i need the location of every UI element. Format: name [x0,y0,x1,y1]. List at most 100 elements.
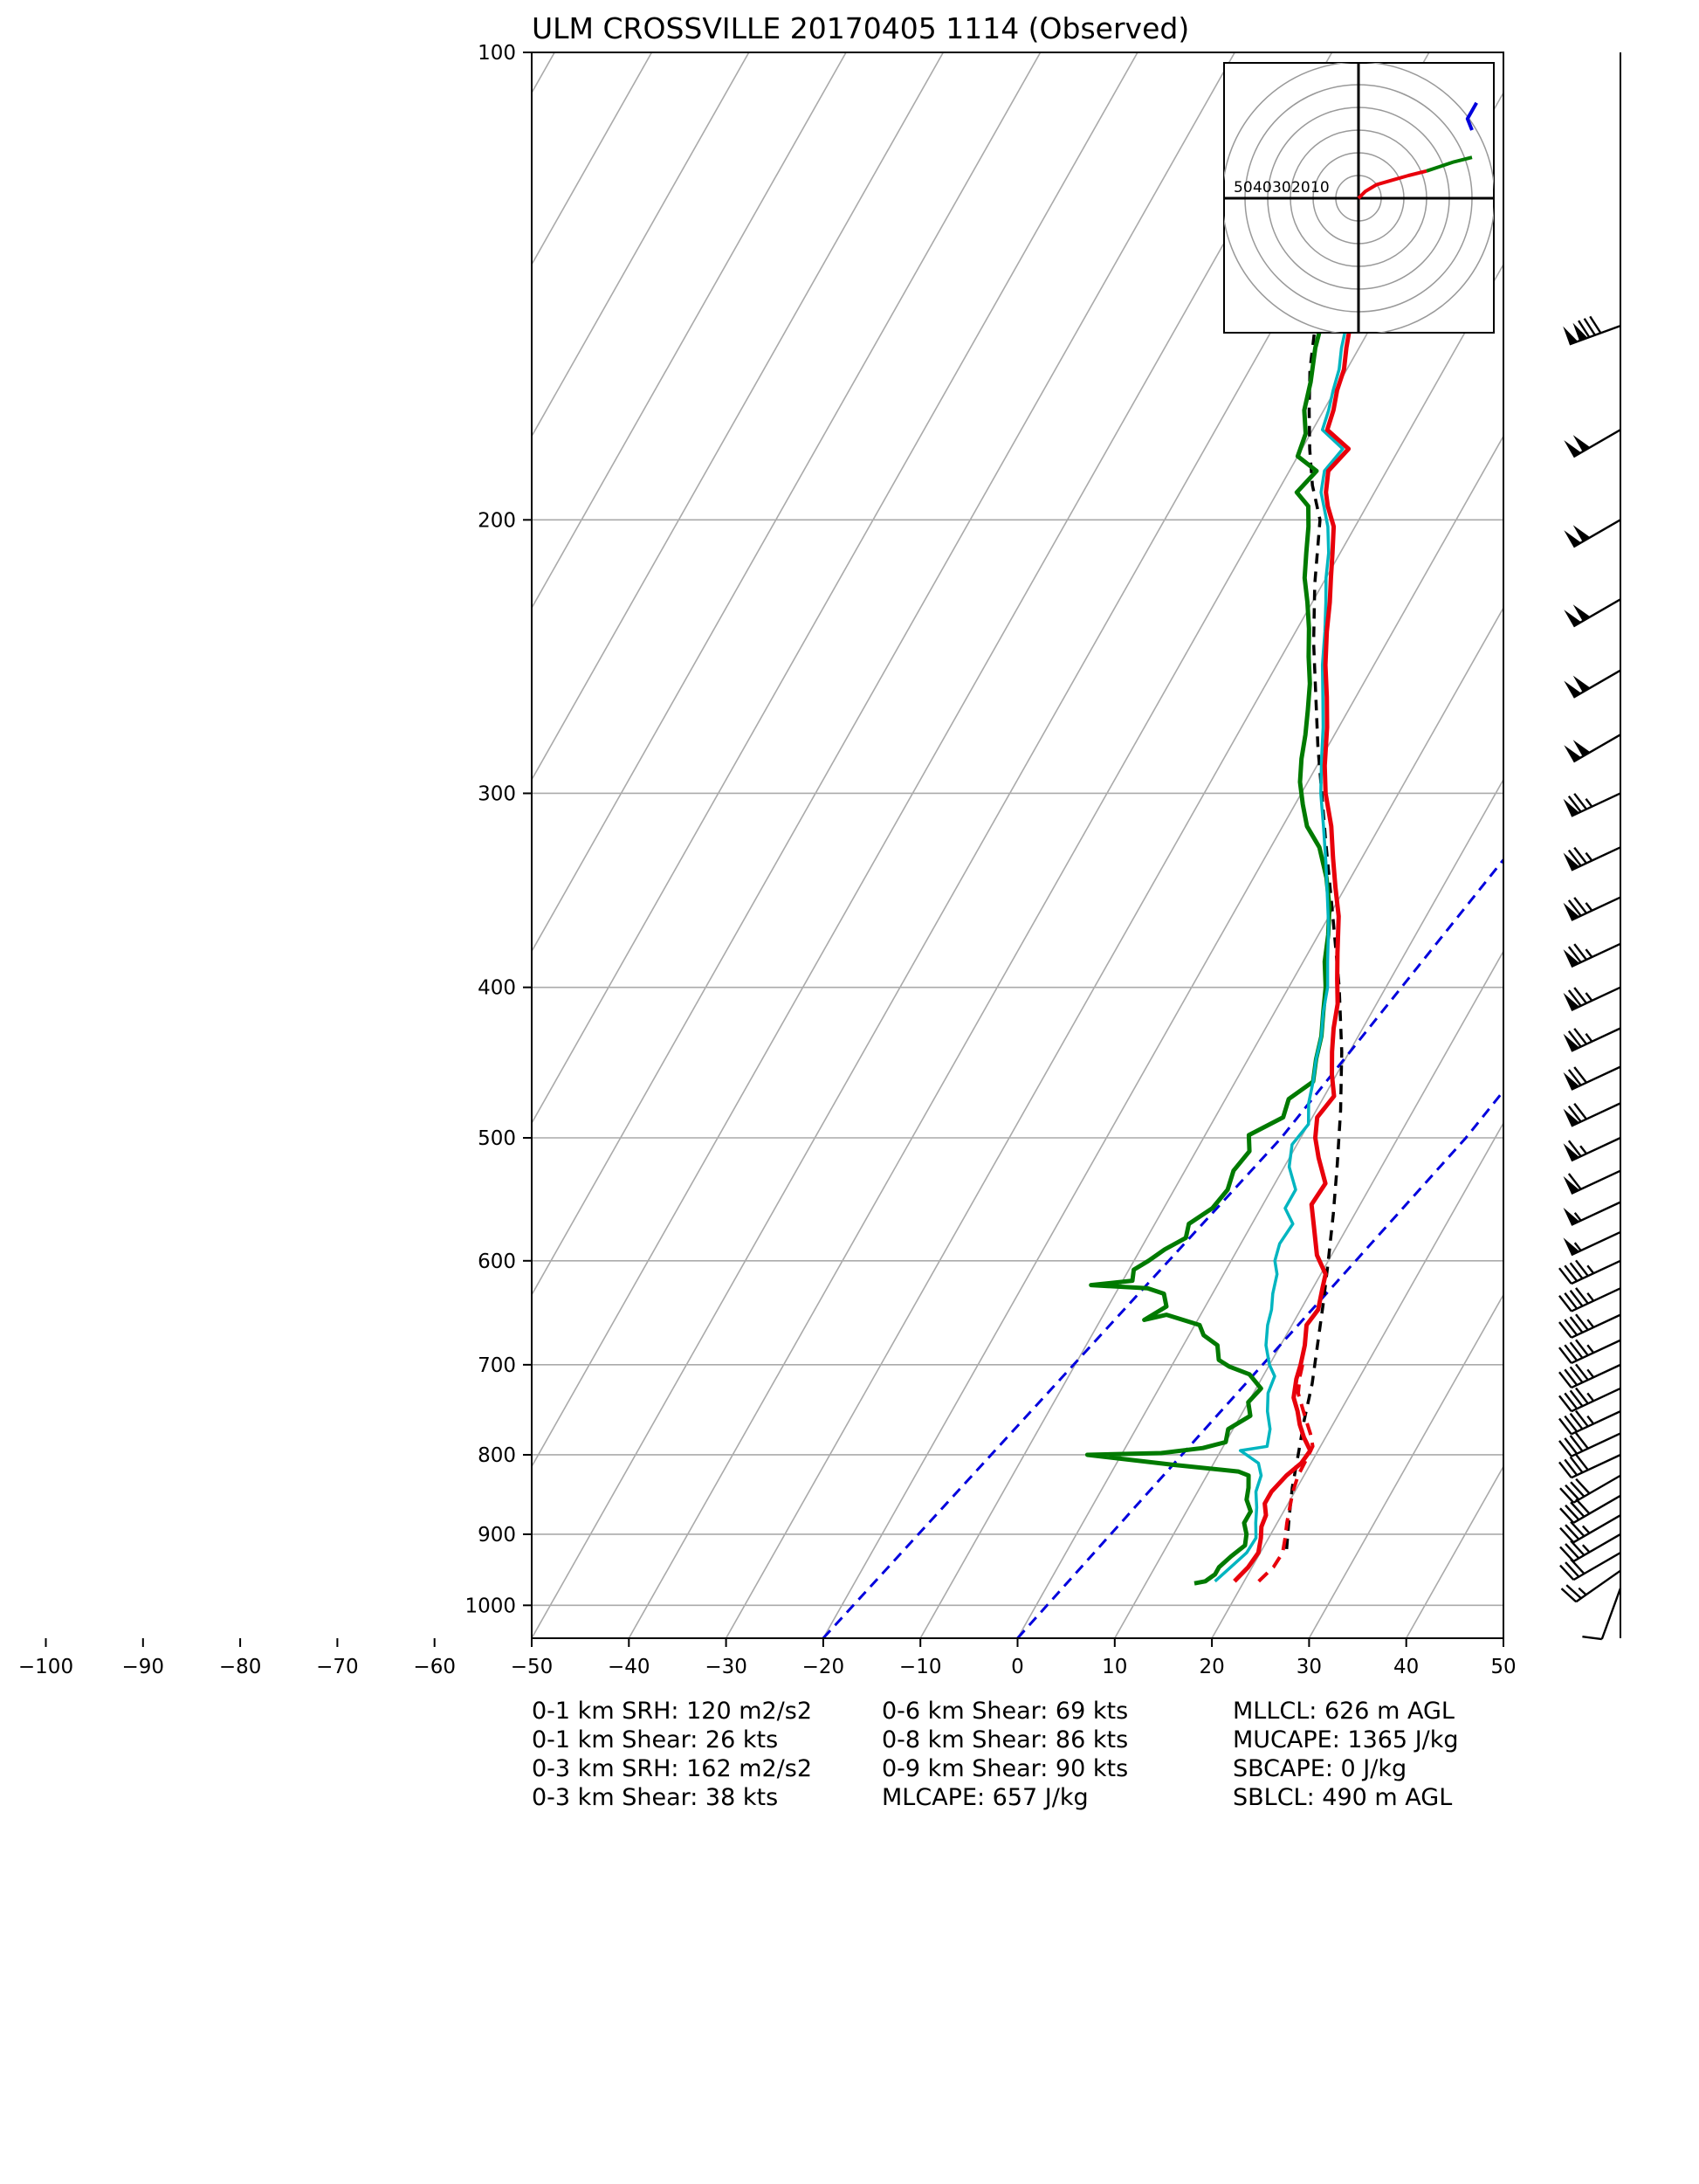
isotherm-line [1211,1121,1503,1638]
x-tick-label: 10 [1102,1656,1127,1678]
hodograph-traces [1357,101,1478,200]
isotherm-line [919,606,1503,1638]
hodograph-ring-label: 40 [1253,179,1272,196]
x-tick-label: −60 [413,1656,456,1678]
barb-shaft [1572,1552,1621,1581]
x-tick-label: −40 [608,1656,650,1678]
barb-shaft [1571,1065,1621,1091]
stat-line: MLCAPE: 657 J/kg [882,1784,1089,1811]
barb-half-feather [1585,948,1593,958]
barb-full-feather [1559,1564,1575,1581]
barb-full-feather [1573,1066,1587,1084]
barb-full-feather [1569,1389,1584,1407]
barb-full-feather [1565,1484,1580,1501]
barb-full-feather [1575,1339,1589,1356]
barb-full-feather [1565,1543,1580,1560]
barb-shaft [1600,1588,1622,1640]
barb-full-feather [1570,1481,1586,1498]
barb-shaft [1575,1569,1621,1603]
wind-barb [1558,1453,1621,1479]
barb-full-feather [1570,1520,1586,1538]
wind-barb-column [1558,52,1622,1641]
barb-flag [1564,610,1581,627]
barb-flag [1563,1237,1579,1256]
wind-barb [1563,792,1621,817]
x-tick-label: −30 [705,1656,747,1678]
sounding-traces [822,212,1503,1638]
barb-flag [1563,798,1579,816]
barb-full-feather [1564,1319,1579,1336]
barb-full-feather [1567,1173,1582,1190]
y-tick-label: 300 [478,782,516,805]
barb-full-feather [1578,320,1591,338]
virtual_temperature-trace [1257,1364,1315,1583]
barb-full-feather [1573,793,1587,810]
barb-shaft [1571,846,1621,872]
y-tick-label: 1000 [464,1595,516,1617]
barb-full-feather [1575,1259,1589,1277]
wind-barb [1563,1230,1621,1257]
barb-full-feather [1569,1290,1584,1307]
barb-full-feather [1567,796,1582,813]
barb-full-feather [1558,1395,1572,1412]
barb-shaft [1571,1387,1621,1413]
isotherm-line [532,52,1333,1468]
barb-shaft [1571,942,1621,968]
barb-shaft [1571,986,1621,1011]
isotherm-line [1114,949,1503,1638]
isotherm-line [532,52,945,782]
barb-shaft [1572,1474,1621,1504]
barb-shaft [1572,598,1621,628]
y-tick-label: 800 [478,1444,516,1467]
barb-flag [1572,740,1591,757]
reference-line [1016,1089,1503,1638]
barb-full-feather [1558,1461,1572,1478]
barb-full-feather [1565,1584,1582,1600]
barb-flag [1572,525,1591,542]
barb-full-feather [1564,1344,1579,1361]
barb-full-feather [1565,1504,1580,1521]
barb-half-feather [1581,1525,1591,1534]
stat-line: 0-8 km Shear: 86 kts [882,1726,1128,1753]
barb-full-feather [1573,1028,1587,1045]
wind-barb [1563,1102,1621,1127]
barb-shaft [1571,1432,1621,1457]
wind-barb [1563,846,1621,872]
barb-flag [1563,852,1579,871]
wind-barb [1582,1588,1622,1641]
stat-line: MLLCL: 626 m AGL [1233,1698,1455,1725]
barb-full-feather [1582,1636,1602,1641]
isotherm-line [0,52,457,1638]
isotherm-line [822,434,1503,1638]
barb-full-feather [1575,1387,1589,1405]
barb-full-feather [1565,1524,1580,1540]
barb-full-feather [1569,1316,1584,1333]
barb-full-feather [1573,1102,1587,1120]
barb-half-feather [1578,1587,1587,1596]
y-tick-label: 500 [478,1127,516,1150]
wind-barb [1563,896,1621,921]
barb-full-feather [1558,1294,1572,1312]
barb-flag [1563,1033,1579,1051]
isotherm-line [532,52,1042,954]
isotherm-line [532,52,1138,1125]
stat-line: 0-1 km SRH: 120 m2/s2 [532,1698,812,1725]
barb-half-feather [1585,992,1593,1002]
barb-shaft [1571,1259,1621,1285]
barb-full-feather [1564,1368,1579,1386]
barb-shaft [1572,1533,1621,1562]
x-tick-label: −100 [18,1656,73,1678]
barb-full-feather [1567,1069,1582,1086]
x-tick-label: −70 [316,1656,359,1678]
barb-shaft [1572,734,1621,763]
barb-shaft [1572,1514,1621,1544]
x-tick-label: 0 [1011,1656,1024,1678]
y-tick-label: 200 [478,509,516,532]
barb-full-feather [1567,989,1582,1007]
barb-half-feather [1573,1212,1582,1222]
wind-barb [1558,1313,1621,1339]
wind-barb [1558,1259,1621,1285]
stat-line: 0-3 km SRH: 162 m2/s2 [532,1755,812,1782]
barb-full-feather [1564,1392,1579,1409]
barb-full-feather [1564,1292,1579,1310]
